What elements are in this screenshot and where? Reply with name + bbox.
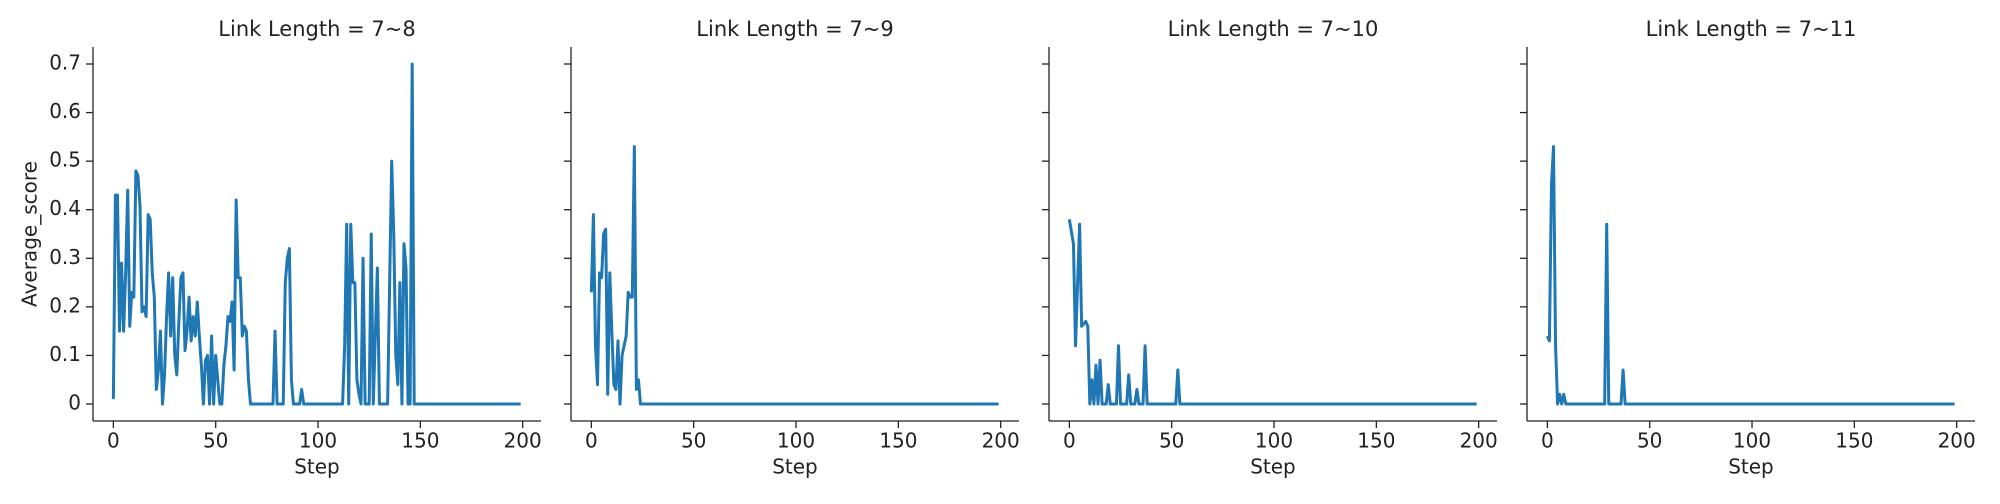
y-tick-label: 0.1 bbox=[49, 342, 81, 366]
x-tick-label: 100 bbox=[299, 429, 337, 453]
x-tick-label: 100 bbox=[1255, 429, 1293, 453]
x-tick-label: 150 bbox=[401, 429, 439, 453]
subplot: Link Length = 7~9 0 50 100 150 200 Step bbox=[564, 17, 1020, 479]
x-tick-label: 200 bbox=[982, 429, 1020, 453]
x-tick-label: 200 bbox=[504, 429, 542, 453]
y-tick-label: 0.2 bbox=[49, 293, 81, 317]
x-tick-label: 100 bbox=[777, 429, 815, 453]
x-axis-label: Step bbox=[294, 455, 340, 479]
subplot-title: Link Length = 7~9 bbox=[696, 17, 893, 41]
x-tick-label: 100 bbox=[1733, 429, 1771, 453]
subplot-title: Link Length = 7~8 bbox=[218, 17, 415, 41]
x-tick-label: 150 bbox=[879, 429, 917, 453]
y-tick-label: 0.7 bbox=[49, 51, 81, 75]
x-axis-label: Step bbox=[1728, 455, 1774, 479]
x-tick-label: 50 bbox=[1637, 429, 1662, 453]
data-line bbox=[111, 62, 521, 406]
x-tick-label: 0 bbox=[1541, 429, 1554, 453]
x-tick-label: 0 bbox=[1063, 429, 1076, 453]
subplot-title: Link Length = 7~10 bbox=[1168, 17, 1379, 41]
subplot: Link Length = 7~8 0 0.1 0.2 0.3 0.4 0.5 0.6 0.7 0… bbox=[18, 17, 542, 479]
subplot-title: Link Length = 7~11 bbox=[1646, 17, 1857, 41]
x-tick-label: 50 bbox=[1159, 429, 1184, 453]
subplot: Link Length = 7~11 0 50 100 150 200 Step bbox=[1520, 17, 1976, 479]
y-tick-label: 0.6 bbox=[49, 99, 81, 123]
y-tick-label: 0.3 bbox=[49, 245, 81, 269]
x-axis-label: Step bbox=[772, 455, 818, 479]
x-tick-label: 0 bbox=[107, 429, 120, 453]
y-tick-label: 0.5 bbox=[49, 148, 81, 172]
x-tick-label: 200 bbox=[1460, 429, 1498, 453]
data-line bbox=[1067, 219, 1477, 406]
y-axis-label: Average_score bbox=[18, 161, 42, 307]
y-tick-label: 0 bbox=[68, 391, 81, 415]
x-tick-label: 50 bbox=[681, 429, 706, 453]
y-tick-label: 0.4 bbox=[49, 196, 81, 220]
data-line bbox=[1545, 145, 1955, 406]
x-axis-label: Step bbox=[1250, 455, 1296, 479]
subplot: Link Length = 7~10 0 50 100 150 200 Step bbox=[1042, 17, 1498, 479]
x-tick-label: 200 bbox=[1938, 429, 1976, 453]
x-tick-label: 50 bbox=[203, 429, 228, 453]
x-tick-label: 150 bbox=[1357, 429, 1395, 453]
x-tick-label: 150 bbox=[1835, 429, 1873, 453]
data-line bbox=[589, 145, 999, 406]
x-tick-label: 0 bbox=[585, 429, 598, 453]
